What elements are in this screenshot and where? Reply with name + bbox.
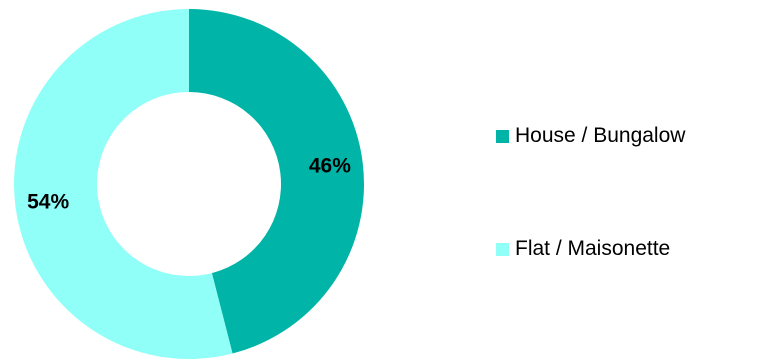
slice-flat-maisonette bbox=[13, 9, 233, 359]
legend-swatch-house-bungalow bbox=[496, 129, 509, 143]
legend-item-house-bungalow: House / Bungalow bbox=[496, 116, 756, 156]
legend-item-flat-maisonette: Flat / Maisonette bbox=[496, 229, 756, 269]
donut-data-labels: 46% 54% bbox=[27, 155, 351, 214]
data-label-house-bungalow: 46% bbox=[309, 155, 351, 178]
legend-label-house-bungalow: House / Bungalow bbox=[515, 124, 686, 147]
legend-label-flat-maisonette: Flat / Maisonette bbox=[515, 237, 671, 260]
chart-legend: House / Bungalow Flat / Maisonette bbox=[496, 116, 756, 269]
slice-house-bungalow bbox=[189, 9, 364, 354]
legend-swatch-flat-maisonette bbox=[496, 242, 509, 256]
donut-slices bbox=[13, 9, 364, 359]
data-label-flat-maisonette: 54% bbox=[27, 190, 69, 213]
